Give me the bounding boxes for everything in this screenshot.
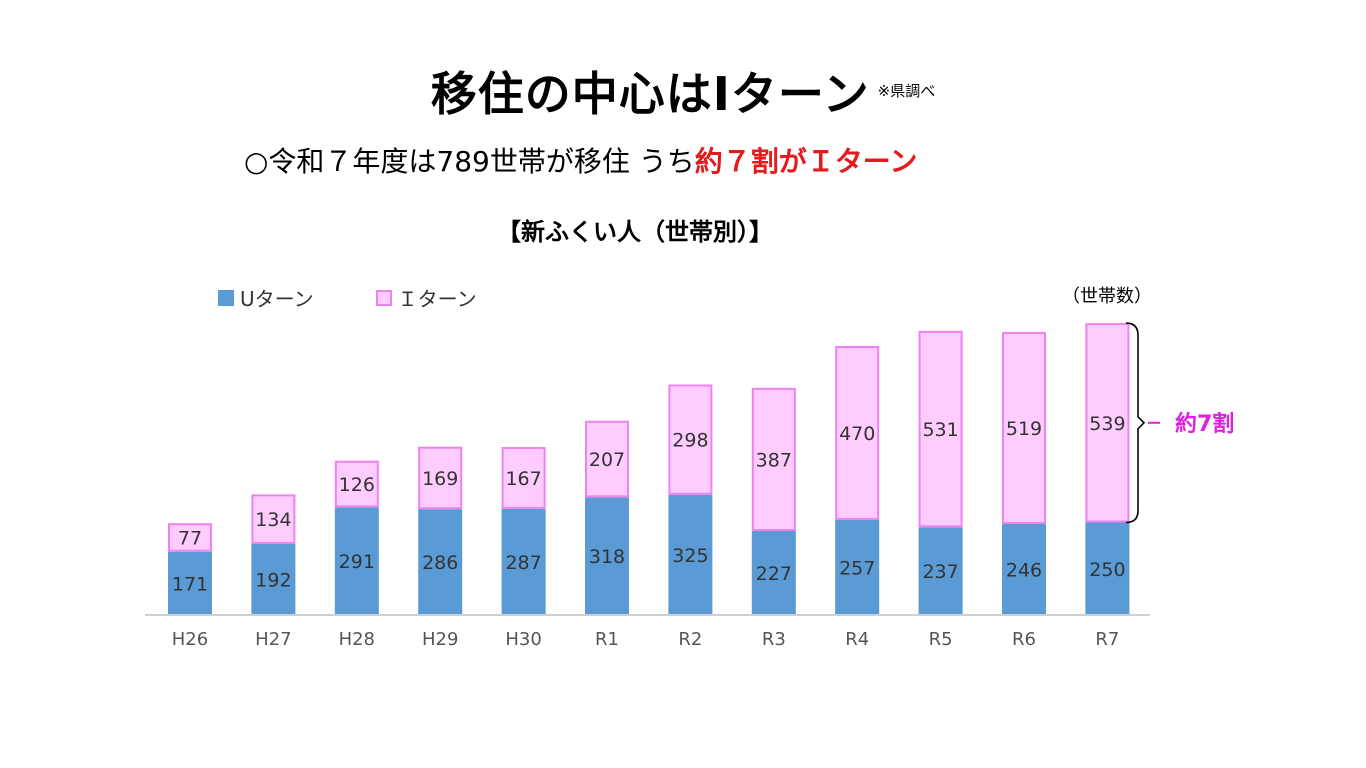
bar-i-turn-R4 bbox=[835, 346, 880, 520]
value-label-u-turn-H30: 287 bbox=[505, 552, 541, 574]
bar-u-turn-R5 bbox=[918, 527, 963, 615]
x-tick-H26: H26 bbox=[172, 629, 208, 650]
x-tick-R1: R1 bbox=[595, 629, 619, 650]
bar-u-turn-R1 bbox=[585, 497, 629, 615]
value-label-u-turn-H29: 286 bbox=[422, 552, 458, 574]
value-label-u-turn-R2: 325 bbox=[672, 545, 708, 567]
legend-label-u-turn: Uターン bbox=[240, 287, 314, 311]
value-label-u-turn-R4: 257 bbox=[839, 557, 875, 579]
value-label-u-turn-R1: 318 bbox=[589, 546, 625, 568]
value-label-u-turn-H28: 291 bbox=[339, 551, 375, 573]
legend-item-u-turn: Uターン bbox=[218, 283, 314, 312]
legend: Uターン Ｉターン bbox=[218, 283, 539, 312]
bar-u-turn-H26 bbox=[168, 551, 212, 615]
bar-u-turn-H29 bbox=[418, 509, 463, 615]
bar-i-turn-R1 bbox=[585, 420, 629, 498]
bar-i-turn-H29 bbox=[418, 446, 463, 510]
x-tick-H27: H27 bbox=[255, 629, 291, 650]
bar-i-turn-R7 bbox=[1085, 323, 1130, 523]
bar-i-turn-R3 bbox=[751, 387, 796, 532]
value-label-i-turn-H26: 77 bbox=[178, 527, 202, 549]
value-label-i-turn-R2: 298 bbox=[672, 430, 708, 452]
value-label-i-turn-R5: 531 bbox=[922, 419, 958, 441]
bar-i-turn-R5 bbox=[918, 330, 963, 528]
bar-i-turn-H28 bbox=[334, 460, 379, 508]
x-tick-R4: R4 bbox=[845, 629, 869, 650]
value-label-i-turn-R6: 519 bbox=[1006, 418, 1042, 440]
x-tick-R3: R3 bbox=[762, 629, 786, 650]
bar-u-turn-H27 bbox=[251, 543, 296, 615]
value-label-i-turn-R3: 387 bbox=[756, 449, 792, 471]
value-label-i-turn-H27: 134 bbox=[255, 509, 291, 531]
value-label-u-turn-R5: 237 bbox=[922, 561, 958, 583]
x-tick-R5: R5 bbox=[929, 629, 953, 650]
value-label-i-turn-H28: 126 bbox=[339, 474, 375, 496]
bar-u-turn-R2 bbox=[668, 494, 713, 615]
bar-i-turn-H27 bbox=[251, 494, 296, 544]
bar-i-turn-H30 bbox=[501, 447, 546, 509]
x-tick-R6: R6 bbox=[1012, 629, 1036, 650]
value-label-u-turn-R3: 227 bbox=[756, 563, 792, 585]
bar-u-turn-R6 bbox=[1002, 523, 1046, 615]
value-label-u-turn-H26: 171 bbox=[172, 573, 208, 595]
value-label-i-turn-H30: 167 bbox=[505, 468, 541, 490]
subtitle-prefix: ○令和７年度は789世帯が移住 うち bbox=[244, 145, 695, 178]
bar-u-turn-R7 bbox=[1085, 522, 1130, 615]
bar-u-turn-H30 bbox=[501, 508, 546, 615]
bar-u-turn-R3 bbox=[751, 531, 796, 615]
bar-u-turn-R4 bbox=[835, 519, 880, 615]
title-note: ※県調べ bbox=[877, 82, 936, 100]
value-label-u-turn-R7: 250 bbox=[1089, 559, 1125, 581]
labels-layer: 171 77 H26 192 134 H27 291 126 H28 286 169 H29 287 16… bbox=[172, 413, 1126, 650]
value-label-i-turn-H29: 169 bbox=[422, 468, 458, 490]
x-tick-H28: H28 bbox=[339, 629, 375, 650]
legend-label-i-turn: Ｉターン bbox=[397, 287, 477, 311]
bar-i-turn-R6 bbox=[1002, 331, 1046, 524]
value-label-u-turn-R6: 246 bbox=[1006, 559, 1042, 581]
subtitle: ○令和７年度は789世帯が移住 うち約７割がＩターン bbox=[244, 140, 917, 180]
value-label-i-turn-R1: 207 bbox=[589, 449, 625, 471]
value-label-u-turn-H27: 192 bbox=[255, 569, 291, 591]
x-tick-R2: R2 bbox=[678, 629, 702, 650]
unit-label: （世帯数） bbox=[1062, 286, 1152, 307]
x-tick-H30: H30 bbox=[505, 629, 541, 650]
value-label-i-turn-R7: 539 bbox=[1089, 413, 1125, 435]
chart-heading: 【新ふくい人（世帯別）】 bbox=[497, 218, 773, 246]
bar-u-turn-H28 bbox=[334, 507, 379, 615]
ratio-brace bbox=[1125, 322, 1146, 524]
ratio-label: 約7割 bbox=[1175, 412, 1235, 437]
x-tick-R7: R7 bbox=[1095, 629, 1119, 650]
bars-layer bbox=[168, 323, 1130, 615]
legend-swatch-u-turn bbox=[218, 289, 234, 306]
bar-i-turn-H26 bbox=[168, 523, 212, 552]
title-main: 移住の中心はIターン bbox=[430, 67, 870, 121]
value-label-i-turn-R4: 470 bbox=[839, 423, 875, 445]
bar-i-turn-R2 bbox=[668, 384, 713, 495]
legend-swatch-i-turn bbox=[375, 289, 392, 306]
chart-title: 移住の中心はIターン ※県調べ bbox=[0, 58, 1366, 124]
subtitle-highlight: 約７割がＩターン bbox=[694, 145, 918, 178]
x-tick-H29: H29 bbox=[422, 629, 458, 650]
legend-item-i-turn: Ｉターン bbox=[375, 283, 477, 312]
